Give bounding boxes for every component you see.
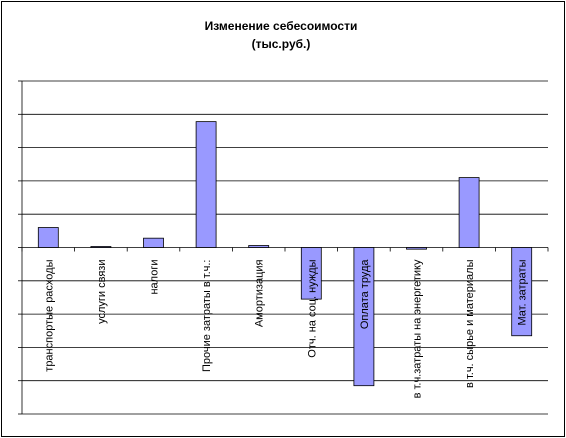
bar [248, 245, 270, 248]
chart-subtitle: (тыс.руб.) [252, 37, 311, 51]
bar [90, 246, 112, 248]
category-label: налоги [149, 260, 161, 295]
bar [300, 247, 322, 300]
category-label: транспортые расходы [43, 259, 55, 371]
bar [143, 237, 164, 248]
bar [195, 121, 217, 248]
bar [406, 247, 427, 250]
bar [353, 247, 375, 387]
category-label: услуги связи [96, 260, 108, 324]
category-label: Оплата труда [359, 259, 371, 329]
category-label: Прочие затраты в т.ч.: [201, 260, 213, 373]
chart-title: Изменение себесоимости [205, 19, 358, 33]
category-label: Отч. на соц. нужды [306, 259, 318, 357]
bars [37, 121, 533, 387]
category-labels: транспортые расходы услуги связи налоги Про… [43, 259, 528, 399]
category-label: Амортизация [254, 259, 266, 327]
category-label: Мат. затраты [517, 259, 529, 325]
bar [37, 227, 59, 248]
bar [458, 177, 480, 248]
category-label: в т.ч.затраты на энергетику [412, 259, 424, 398]
bar [511, 247, 533, 337]
category-label: в т.ч. сырье и материалы [464, 259, 476, 388]
